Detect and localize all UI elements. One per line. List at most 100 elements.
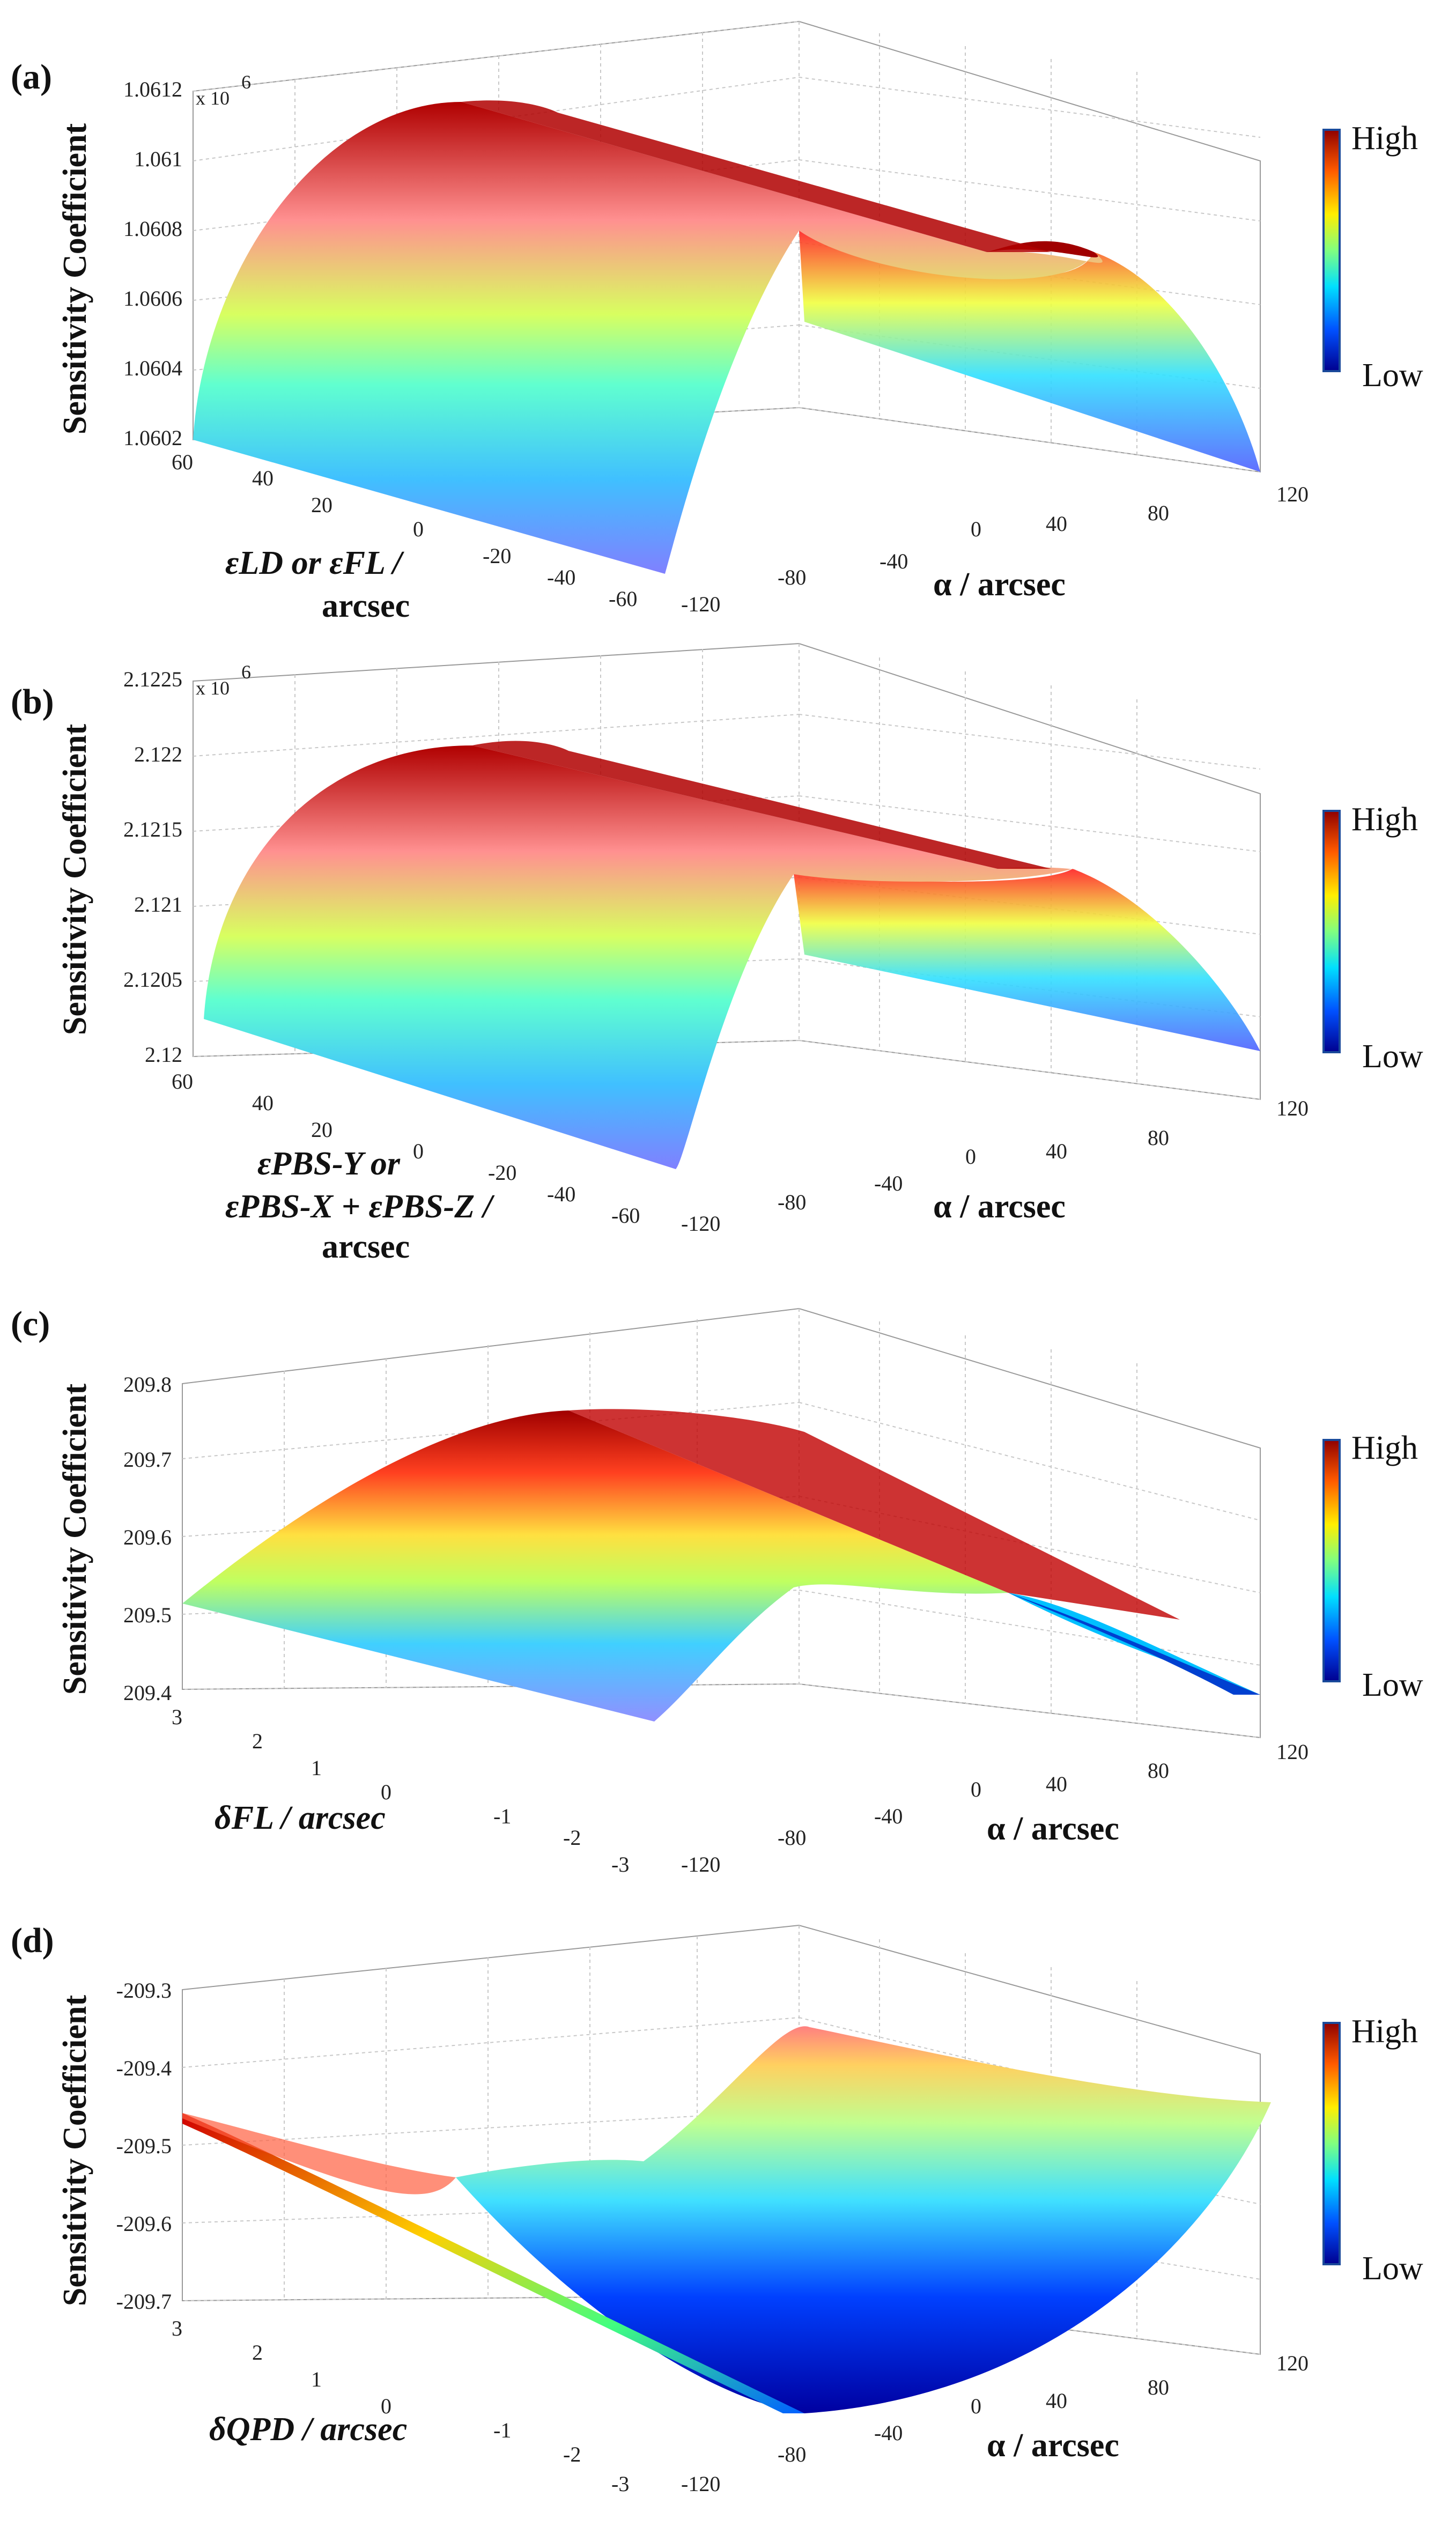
x-tick: 40 xyxy=(1046,2389,1067,2413)
colorbar-low-label: Low xyxy=(1362,1038,1423,1075)
y-axis-label-line1: εLD or εFL / xyxy=(225,545,404,581)
x-tick: -40 xyxy=(874,2421,903,2445)
y-tick: -3 xyxy=(611,1852,629,1877)
y-tick: 40 xyxy=(252,466,274,490)
surface-d xyxy=(182,2026,1271,2413)
x-tick: -120 xyxy=(681,2472,720,2496)
colorbar-high-label: High xyxy=(1351,2013,1418,2050)
z-tick: 209.8 xyxy=(123,1372,172,1397)
x-axis-c: -120 -80 -40 0 40 80 120 xyxy=(681,1740,1309,1877)
y-tick: 0 xyxy=(413,1139,424,1163)
z-tick: 2.12 xyxy=(145,1043,182,1067)
x-tick: 0 xyxy=(965,1144,976,1169)
colorbar-d xyxy=(1322,2022,1341,2265)
z-tick: -209.4 xyxy=(116,2056,172,2080)
y-tick: -2 xyxy=(563,2442,581,2466)
y-tick: -20 xyxy=(483,544,511,568)
z-tick: 2.1215 xyxy=(123,817,182,841)
z-tick: -209.5 xyxy=(116,2134,172,2158)
z-tick: 2.1205 xyxy=(123,967,182,992)
y-tick: -3 xyxy=(611,2472,629,2496)
x-axis-d: -120 -80 -40 0 40 80 120 xyxy=(681,2351,1309,2496)
z-axis-label: Sensitivity Coefficient xyxy=(57,1995,93,2307)
surface-plot-d: -209.7 -209.6 -209.5 -209.4 -209.3 Sensi… xyxy=(11,1921,1423,2496)
y-tick: 20 xyxy=(311,1118,332,1142)
x-tick: 40 xyxy=(1046,512,1067,536)
colorbar-low-label: Low xyxy=(1362,1667,1423,1703)
y-tick: -1 xyxy=(493,1804,511,1828)
x-axis-label: α / arcsec xyxy=(987,2427,1119,2464)
z-axis-label: Sensitivity Coefficient xyxy=(57,123,93,435)
x-tick: 0 xyxy=(971,1777,981,1801)
y-tick: 60 xyxy=(172,450,193,474)
y-tick: -60 xyxy=(611,1203,640,1228)
x-axis-label: α / arcsec xyxy=(987,1811,1119,1847)
z-tick: -209.3 xyxy=(116,1978,172,2003)
y-tick: 2 xyxy=(252,2340,263,2365)
y-tick: -2 xyxy=(563,1826,581,1850)
z-tick: -209.7 xyxy=(116,2289,172,2314)
z-multiplier-exp: 6 xyxy=(241,661,251,683)
surface-plot-c: 209.4 209.5 209.6 209.7 209.8 Sensitivit… xyxy=(11,1304,1423,1877)
z-tick: 209.6 xyxy=(123,1525,172,1549)
y-tick: -40 xyxy=(547,565,575,589)
z-tick: 1.0602 xyxy=(123,426,182,450)
z-tick: 1.0612 xyxy=(123,77,182,101)
y-tick: 0 xyxy=(381,1780,391,1804)
panel-label: (d) xyxy=(11,1921,54,1960)
y-axis-label: δFL / arcsec xyxy=(215,1800,386,1836)
y-tick: 0 xyxy=(381,2394,391,2418)
y-axis-label-line2: arcsec xyxy=(322,588,410,624)
x-axis-b: -120 -80 -40 0 40 80 120 xyxy=(681,1096,1309,1236)
panel-label: (b) xyxy=(11,682,54,721)
surface-b xyxy=(204,741,1260,1169)
z-tick: 1.0604 xyxy=(123,356,182,380)
z-axis-a: 1.0602 1.0604 1.0606 1.0608 1.061 1.0612… xyxy=(123,71,251,450)
colorbar-c xyxy=(1322,1439,1341,1682)
x-tick: 80 xyxy=(1148,1126,1169,1150)
x-tick: 80 xyxy=(1148,2375,1169,2399)
z-tick: 209.5 xyxy=(123,1603,172,1627)
z-multiplier: x 10 xyxy=(196,677,230,699)
y-tick: -1 xyxy=(493,2418,511,2442)
y-axis-b: 60 40 20 0 -20 -40 -60 xyxy=(172,1069,640,1228)
y-tick: 3 xyxy=(172,2316,182,2340)
x-tick: 120 xyxy=(1276,2351,1309,2375)
colorbar-a xyxy=(1322,129,1341,372)
x-tick: 0 xyxy=(971,517,981,541)
z-tick: 1.0608 xyxy=(123,217,182,241)
colorbar-low-label: Low xyxy=(1362,2250,1423,2287)
z-axis-c: 209.4 209.5 209.6 209.7 209.8 xyxy=(123,1372,172,1705)
colorbar-high-label: High xyxy=(1351,120,1418,157)
y-tick: -60 xyxy=(609,587,637,611)
x-tick: 80 xyxy=(1148,501,1169,525)
x-tick: -40 xyxy=(879,549,908,573)
z-multiplier: x 10 xyxy=(196,87,230,109)
z-tick: 1.0606 xyxy=(123,286,182,311)
z-tick: 1.061 xyxy=(134,147,182,171)
panel-label: (a) xyxy=(11,57,52,97)
colorbar-low-label: Low xyxy=(1362,357,1423,394)
x-tick: 40 xyxy=(1046,1772,1067,1796)
x-tick: -120 xyxy=(681,1211,720,1236)
z-tick: 2.122 xyxy=(134,742,182,766)
colorbar-high-label: High xyxy=(1351,1430,1418,1466)
surface-a xyxy=(193,100,1260,574)
y-tick: 2 xyxy=(252,1729,263,1753)
x-tick: -40 xyxy=(874,1804,903,1828)
panel-a: 1.0602 1.0604 1.0606 1.0608 1.061 1.0612… xyxy=(0,0,1456,633)
surface-plot-b: 2.12 2.1205 2.121 2.1215 2.122 2.1225 x … xyxy=(11,642,1423,1265)
surface-plot-a: 1.0602 1.0604 1.0606 1.0608 1.061 1.0612… xyxy=(11,20,1423,624)
surface-c xyxy=(182,1409,1260,1722)
z-tick: 209.7 xyxy=(123,1447,172,1472)
colorbar-high-label: High xyxy=(1351,801,1418,838)
x-tick: 120 xyxy=(1276,1096,1309,1120)
panel-c: 209.4 209.5 209.6 209.7 209.8 Sensitivit… xyxy=(0,1276,1456,1898)
y-axis-d: 3 2 1 0 -1 -2 -3 xyxy=(172,2316,629,2496)
z-tick: 2.121 xyxy=(134,892,182,917)
y-tick: -20 xyxy=(488,1161,516,1185)
x-tick: 120 xyxy=(1276,1740,1309,1764)
x-tick: 0 xyxy=(971,2394,981,2418)
x-tick: -80 xyxy=(778,565,806,589)
panel-label: (c) xyxy=(11,1304,50,1343)
